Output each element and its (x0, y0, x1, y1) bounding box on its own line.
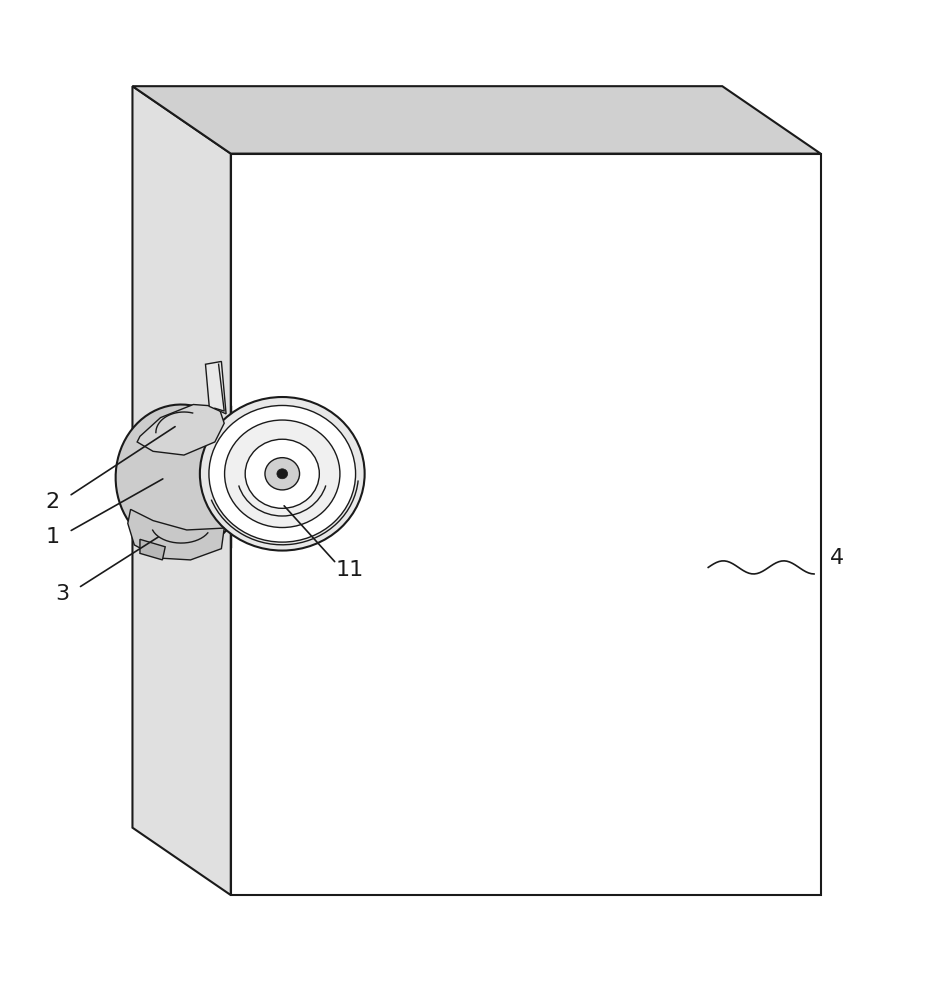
Polygon shape (140, 539, 165, 560)
Ellipse shape (224, 420, 340, 528)
Polygon shape (128, 509, 224, 560)
Ellipse shape (265, 458, 300, 490)
Text: 11: 11 (335, 560, 363, 580)
Text: 4: 4 (830, 548, 844, 568)
Polygon shape (132, 86, 231, 895)
Polygon shape (142, 433, 231, 530)
Text: 2: 2 (46, 492, 60, 512)
Ellipse shape (245, 439, 319, 508)
Text: 3: 3 (55, 584, 69, 604)
Polygon shape (115, 405, 231, 551)
Ellipse shape (277, 469, 287, 479)
Ellipse shape (200, 397, 364, 551)
Polygon shape (132, 86, 821, 154)
Polygon shape (231, 154, 821, 895)
Text: 1: 1 (46, 527, 60, 547)
Polygon shape (206, 361, 226, 414)
Ellipse shape (209, 405, 356, 542)
Polygon shape (137, 405, 224, 455)
